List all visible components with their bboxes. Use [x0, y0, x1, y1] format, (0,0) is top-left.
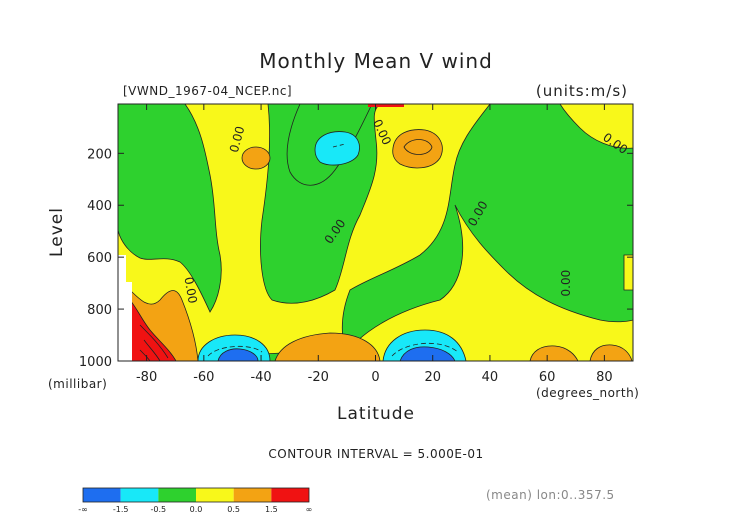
y-axis-label: Level: [47, 207, 67, 257]
region-orange-c: [274, 332, 381, 361]
colorbar-swatch: [83, 488, 121, 502]
contour-interval: CONTOUR INTERVAL = 5.000E-01: [268, 447, 483, 461]
colorbar-label: -1.5: [113, 505, 129, 514]
colorbar-swatch: [271, 488, 309, 502]
x-axis-unit: (degrees_north): [536, 386, 639, 400]
file-label: [VWND_1967-04_NCEP.nc]: [123, 84, 292, 98]
region-blue-b: [399, 346, 456, 361]
colorbar-label: 1.5: [265, 505, 278, 514]
region-orange-d: [529, 345, 579, 361]
region-red-topstrip: [368, 104, 404, 107]
contour-cyan-b: [391, 342, 459, 357]
x-tick-label: 60: [539, 370, 556, 385]
units-label: (units:m/s): [536, 82, 628, 100]
region-yellow-edge: [623, 254, 633, 291]
region-red-left: [129, 298, 177, 361]
colorbar-label: -∞: [78, 505, 88, 514]
colorbar-label: 0.5: [227, 505, 240, 514]
x-tick-label: 0: [371, 370, 379, 385]
colorbar-swatch: [233, 488, 272, 502]
contour-label: 0.00: [559, 270, 573, 297]
region-yellow-right: [339, 204, 633, 361]
plot-area: [118, 104, 633, 361]
region-orange-e: [589, 344, 633, 361]
contour-label: 0.00: [227, 125, 247, 154]
axes: -80 -60 -40 -20 0 20 40 60 80 200 400 600 800 1000: [79, 104, 633, 385]
colorbar-label: ∞: [306, 505, 313, 514]
x-tick-label: -60: [193, 370, 214, 385]
colorbar-label: -0.5: [151, 505, 167, 514]
colorbar-swatch: [158, 488, 196, 502]
region-blue-a: [217, 348, 259, 361]
region-orange-b: [392, 129, 443, 169]
footer-note: (mean) lon:0..357.5: [486, 488, 615, 502]
y-tick-label: 1000: [79, 355, 112, 370]
chart-title: Monthly Mean V wind: [259, 49, 493, 73]
y-axis-unit: (millibar): [48, 377, 107, 391]
contour-orange-b: [403, 139, 433, 155]
x-tick-label: 20: [424, 370, 441, 385]
y-tick-label: 800: [87, 303, 112, 318]
contour-cyan-a: [207, 346, 263, 357]
region-orange-a: [241, 146, 271, 170]
y-tick-label: 600: [87, 251, 112, 266]
region-cyan-top: [314, 131, 360, 166]
contour-label: 0.00: [181, 276, 199, 305]
x-tick-label: 40: [482, 370, 499, 385]
colorbar: -∞ -1.5 -0.5 0.0 0.5 1.5 ∞: [78, 487, 313, 514]
x-tick-label: -80: [136, 370, 157, 385]
colorbar-label: 0.0: [190, 505, 203, 514]
y-tick-label: 400: [87, 199, 112, 214]
contour-red-left: [139, 324, 169, 361]
region-green-island-left: [118, 104, 222, 313]
colorbar-frame: [82, 487, 310, 503]
contour-cyan-top: [332, 143, 346, 148]
region-yellow-topright: [559, 104, 633, 149]
y-tick-label: 200: [87, 147, 112, 162]
colorbar-swatch: [120, 488, 159, 502]
colorbar-swatch: [196, 488, 234, 502]
missing-data-white: [118, 255, 132, 361]
x-tick-label: -20: [308, 370, 329, 385]
x-tick-label: 80: [596, 370, 613, 385]
x-axis-label: Latitude: [337, 404, 415, 424]
x-tick-label: -40: [250, 370, 271, 385]
